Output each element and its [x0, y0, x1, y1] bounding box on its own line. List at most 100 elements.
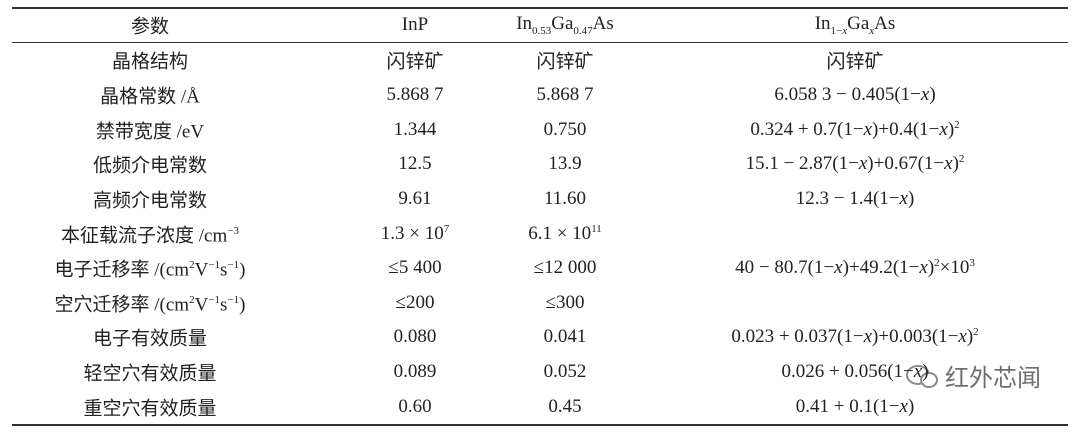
table-cell: 13.9 [548, 153, 581, 175]
italic: x [944, 153, 953, 175]
text: 0.052 [543, 361, 587, 383]
text: 重空穴有效质量 [83, 398, 217, 420]
text: 轻空穴有效质量 [83, 363, 217, 385]
text: 电子迁移率 /(cm [54, 259, 190, 281]
table-cell: 1.3 × 107 [381, 222, 449, 244]
table-cell: 0.750 [544, 119, 587, 141]
table-cell: 5.868 7 [387, 84, 444, 106]
superscript: −1 [227, 293, 240, 306]
text: )+49.2(1− [842, 257, 920, 279]
text: 9.61 [398, 187, 432, 209]
text: 6.058 3 − 0.405(1− [774, 83, 921, 105]
text: 0.080 [393, 326, 437, 348]
text: 5.868 7 [536, 83, 594, 105]
text: 晶格结构 [111, 51, 189, 73]
superscript: 2 [934, 256, 940, 269]
subscript: 0.53 [532, 24, 552, 37]
table-cell: 本征载流子浓度 /cm−3 [61, 220, 239, 247]
table-cell: 闪锌矿 [826, 47, 883, 74]
watermark: 红外芯闻 [905, 358, 1041, 393]
text: s [220, 294, 228, 316]
text: 电子有效质量 [92, 328, 208, 350]
text: ≤300 [545, 291, 585, 313]
top-rule [12, 7, 1068, 9]
text: V [194, 259, 209, 281]
text: 40 − 80.7(1− [735, 257, 835, 279]
text: )+0.67(1− [867, 153, 945, 175]
table-cell: ≤200 [396, 292, 435, 314]
italic: x [834, 257, 843, 279]
text: ) [922, 361, 929, 383]
table-cell: 0.041 [544, 326, 587, 348]
table-cell: ≤12 000 [534, 257, 597, 279]
table-cell: 40 − 80.7(1−x)+49.2(1−x)2×103 [735, 257, 975, 279]
superscript: 2 [973, 326, 979, 339]
superscript: −1 [227, 259, 240, 272]
table-cell: 0.60 [398, 396, 431, 418]
text: 0.60 [398, 395, 432, 417]
superscript: 7 [443, 222, 450, 235]
table-cell: 高频介电常数 [93, 185, 207, 212]
text: ) [239, 259, 246, 281]
text: ×10 [939, 257, 970, 279]
table-cell: In0.53Ga0.47As [516, 13, 614, 37]
table-cell: 0.026 + 0.056(1−x) [781, 361, 928, 383]
table-cell: 空穴迁移率 /(cm2V−1s−1) [55, 289, 246, 316]
table-cell: 低频介电常数 [93, 151, 207, 178]
subscript: x [869, 24, 875, 37]
text: ≤12 000 [533, 257, 597, 279]
table-cell: 轻空穴有效质量 [83, 359, 216, 386]
table-cell: 晶格结构 [112, 47, 188, 74]
text: ) [952, 153, 959, 175]
text: 11.60 [543, 187, 587, 209]
text: 0.750 [543, 118, 587, 140]
table-cell: 0.080 [394, 326, 437, 348]
text: ) [907, 187, 915, 209]
text: ) [907, 395, 915, 417]
superscript: −1 [208, 293, 221, 306]
watermark-icon [906, 364, 938, 388]
text: As [874, 13, 896, 35]
table-cell: 1.344 [394, 119, 437, 141]
text: ) [239, 294, 246, 316]
text: 0.45 [548, 395, 582, 417]
text: 晶格常数 /Å [100, 86, 200, 108]
table-cell: 6.058 3 − 0.405(1−x) [774, 84, 935, 106]
subscript: 0.47 [573, 24, 593, 37]
table-cell: ≤300 [546, 292, 585, 314]
subscript: 1− [830, 24, 843, 37]
table-cell: 0.089 [394, 361, 437, 383]
text: 空穴迁移率 /(cm [54, 294, 190, 316]
italic: x [958, 326, 967, 348]
text: 6.1 × 10 [528, 222, 592, 244]
italic: x [920, 83, 930, 105]
superscript: −3 [227, 224, 239, 237]
text: 13.9 [548, 153, 582, 175]
table-cell: 0.052 [544, 361, 587, 383]
superscript: 2 [958, 153, 965, 166]
italic: x [939, 118, 948, 140]
italic: x [899, 187, 908, 209]
text: In [516, 13, 533, 35]
table-cell: 电子有效质量 [93, 324, 207, 351]
table-cell: 电子迁移率 /(cm2V−1s−1) [55, 255, 246, 282]
table-cell: 禁带宽度 /eV [96, 116, 204, 143]
italic: x [919, 257, 928, 279]
table-cell: In1−xGaxAs [815, 13, 896, 37]
superscript: 2 [954, 118, 960, 131]
text: 1.3 × 10 [380, 222, 444, 244]
table-cell: 0.324 + 0.7(1−x)+0.4(1−x)2 [750, 118, 959, 140]
table-cell: 闪锌矿 [386, 47, 443, 74]
text: ) [966, 326, 974, 348]
italic: x [913, 361, 923, 383]
text: 闪锌矿 [386, 51, 444, 73]
text: Ga [847, 13, 870, 35]
table-cell: 9.61 [398, 188, 431, 210]
text: 5.868 7 [386, 83, 444, 105]
text: ≤200 [395, 291, 435, 313]
text: 0.324 + 0.7(1− [750, 118, 864, 140]
table-cell: 15.1 − 2.87(1−x)+0.67(1−x)2 [746, 153, 965, 175]
text: 12.3 − 1.4(1− [795, 187, 900, 209]
text: 1.344 [393, 118, 437, 140]
text: In [814, 13, 831, 35]
